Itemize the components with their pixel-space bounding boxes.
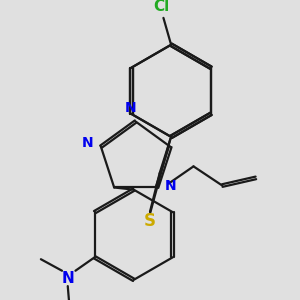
Text: N: N bbox=[61, 271, 74, 286]
Text: S: S bbox=[144, 212, 156, 230]
Text: N: N bbox=[125, 101, 136, 115]
Text: N: N bbox=[165, 178, 176, 193]
Text: Cl: Cl bbox=[153, 0, 170, 14]
Text: N: N bbox=[82, 136, 93, 150]
